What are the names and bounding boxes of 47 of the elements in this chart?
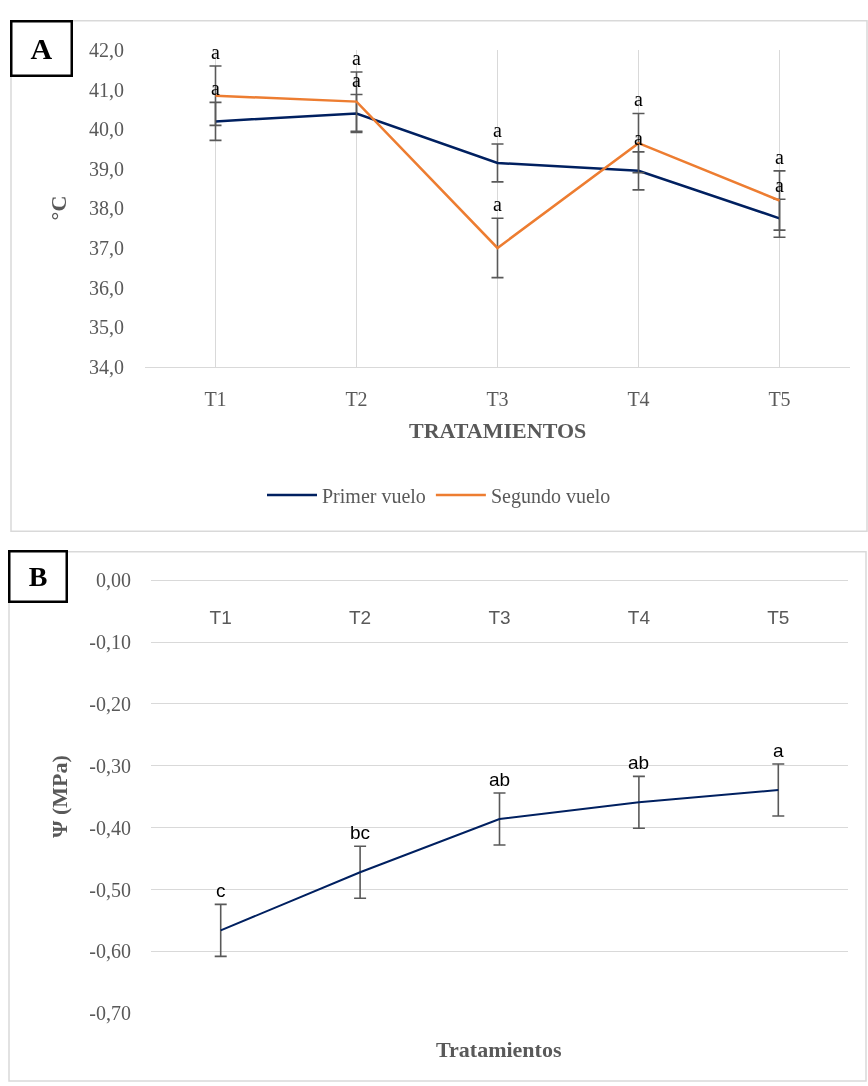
y-tick-label: 40,0 — [89, 118, 124, 141]
x-tick-label: T1 — [209, 607, 232, 629]
annotation: a — [211, 41, 220, 63]
x-tick-label: T1 — [204, 387, 227, 410]
y-tick-label: -0,10 — [89, 631, 131, 654]
x-tick-label: T4 — [627, 607, 651, 629]
y-axis-title: Ψ (MPa) — [47, 755, 73, 838]
y-tick-label: -0,70 — [89, 1002, 131, 1025]
y-tick-label: 38,0 — [89, 197, 124, 220]
x-tick-label: T2 — [345, 387, 368, 410]
x-tick-label: T3 — [486, 387, 509, 410]
chart-title: A — [30, 32, 53, 65]
annotation: a — [493, 193, 502, 215]
y-tick-label: -0,60 — [89, 940, 131, 963]
x-axis-title: Tratamientos — [436, 1037, 562, 1062]
x-axis-title: TRATAMIENTOS — [409, 418, 587, 443]
x-tick-label: T5 — [767, 607, 790, 629]
annotation: a — [634, 88, 643, 110]
y-tick-label: -0,40 — [89, 816, 131, 839]
annotation: bc — [350, 822, 371, 843]
annotation: a — [775, 146, 784, 168]
y-tick-label: -0,20 — [89, 692, 131, 715]
line-series — [219, 788, 780, 932]
y-tick-label: 0,00 — [96, 569, 131, 592]
y-tick-label: 34,0 — [89, 355, 124, 378]
annotation: ab — [489, 769, 511, 790]
annotation: c — [216, 880, 226, 901]
annotation: ab — [628, 752, 650, 773]
y-tick-label: 42,0 — [89, 39, 124, 62]
chart-title: B — [28, 561, 48, 592]
y-tick-label: -0,30 — [89, 754, 131, 777]
annotation: a — [773, 740, 784, 761]
y-tick-label: 41,0 — [89, 78, 124, 101]
legend-label: Segundo vuelo — [490, 484, 611, 508]
y-tick-label: 39,0 — [89, 157, 124, 180]
x-tick-label: T4 — [627, 387, 650, 410]
annotation: a — [352, 47, 361, 69]
x-tick-label: T3 — [488, 607, 511, 629]
legend-label: Primer vuelo — [322, 484, 426, 507]
y-tick-label: 35,0 — [89, 316, 124, 339]
x-tick-label: T2 — [349, 607, 372, 629]
y-tick-label: 36,0 — [89, 276, 124, 299]
y-axis-title: °C — [45, 195, 71, 221]
x-tick-label: T5 — [768, 387, 791, 410]
annotation: a — [493, 119, 502, 141]
y-tick-label: 37,0 — [89, 236, 124, 259]
y-tick-label: -0,50 — [89, 878, 131, 901]
